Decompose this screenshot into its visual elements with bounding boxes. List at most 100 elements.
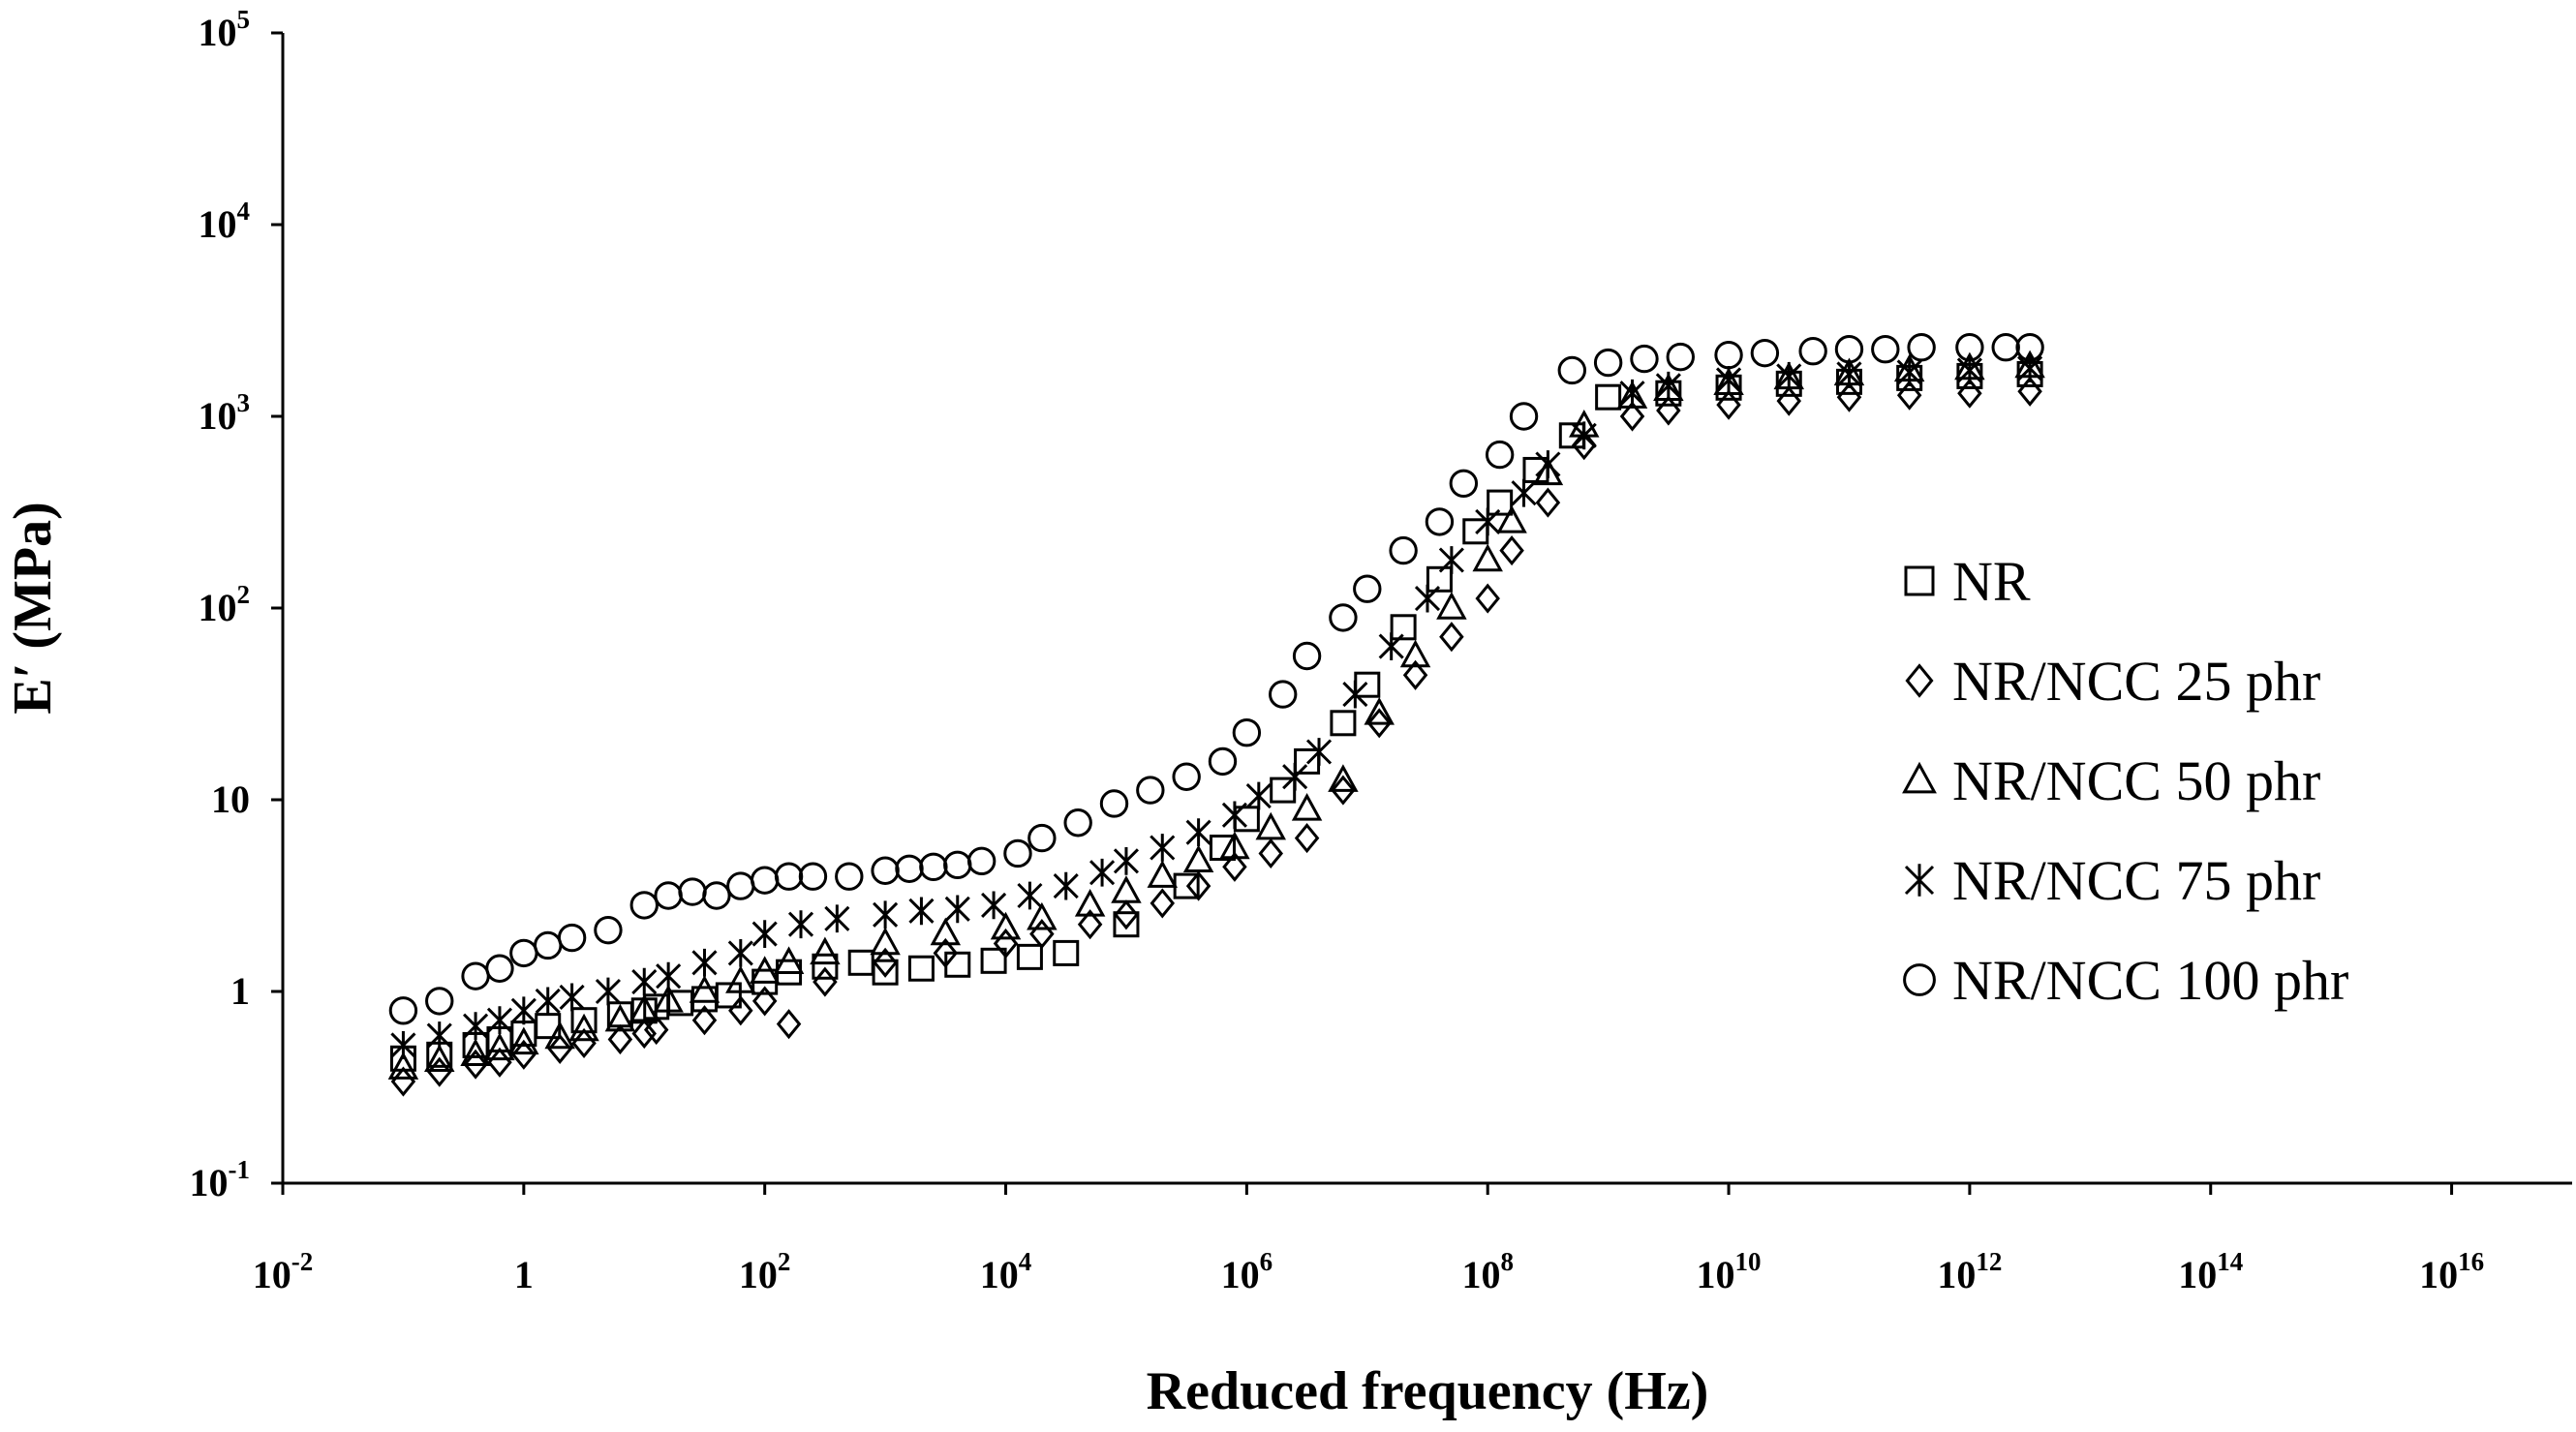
data-point xyxy=(1016,943,1043,970)
data-point xyxy=(1294,747,1321,775)
data-point xyxy=(2015,333,2044,362)
data-point xyxy=(1209,835,1236,861)
legend-item: NR/NCC 100 phr xyxy=(1903,949,2348,1012)
data-point xyxy=(1182,844,1214,873)
data-point xyxy=(1776,362,1802,390)
y-tick-label-base: 10 xyxy=(199,394,237,438)
data-point xyxy=(873,947,898,978)
data-point xyxy=(535,987,561,1016)
data-point xyxy=(1896,380,1922,411)
data-point xyxy=(727,939,753,967)
data-point xyxy=(1436,592,1467,620)
legend-label: NR xyxy=(1952,550,2031,613)
x-axis-title: Reduced frequency (Hz) xyxy=(1147,1361,1709,1421)
data-point xyxy=(1063,808,1092,838)
y-tick-label-base: 10 xyxy=(190,1161,229,1204)
series-1 xyxy=(389,360,2043,1072)
data-point xyxy=(1136,776,1165,805)
x-tick-label: 1012 xyxy=(1937,1247,2002,1296)
data-point xyxy=(1330,710,1357,737)
data-point xyxy=(1836,360,1862,388)
data-point xyxy=(798,862,828,891)
data-point xyxy=(1221,801,1247,830)
data-point xyxy=(847,949,874,976)
data-point xyxy=(388,996,418,1025)
x-tick-label-base: 10 xyxy=(253,1253,291,1296)
data-point xyxy=(427,1056,452,1087)
data-point xyxy=(1027,901,1058,930)
data-point xyxy=(1147,860,1179,888)
data-point xyxy=(751,920,778,948)
data-point xyxy=(1511,478,1537,507)
x-tick-label: 10-2 xyxy=(253,1247,314,1296)
data-point xyxy=(594,915,623,945)
data-point xyxy=(1017,881,1043,910)
legend-marker xyxy=(1904,565,1935,596)
data-point xyxy=(1716,389,1741,420)
x-tick-label: 1016 xyxy=(2419,1247,2484,1296)
data-point xyxy=(871,856,900,885)
data-point xyxy=(1907,333,1936,362)
data-point xyxy=(656,961,682,990)
data-point xyxy=(1268,680,1298,709)
y-axis-title: E′ (MPa) xyxy=(3,502,63,714)
data-point xyxy=(1331,775,1356,806)
legend-marker xyxy=(1902,761,1937,794)
data-point xyxy=(607,1023,633,1055)
x-tick-label-base: 1 xyxy=(514,1253,534,1296)
data-point xyxy=(1836,381,1862,412)
data-point xyxy=(813,966,838,997)
data-point xyxy=(1245,781,1272,810)
x-tick-label-exp: 12 xyxy=(1976,1247,2002,1276)
data-point xyxy=(1475,507,1501,536)
data-point xyxy=(1232,718,1262,747)
data-point xyxy=(1509,402,1539,431)
data-point xyxy=(1834,335,1864,364)
data-point xyxy=(1475,583,1500,614)
data-point xyxy=(557,923,587,953)
data-point xyxy=(872,959,899,986)
data-point xyxy=(534,930,563,960)
data-point xyxy=(510,996,537,1025)
data-point xyxy=(1485,440,1515,470)
x-tick-label-exp: 2 xyxy=(778,1247,791,1276)
data-point xyxy=(1630,344,1659,374)
data-point xyxy=(1896,358,1922,386)
data-point xyxy=(1991,333,2020,362)
data-point xyxy=(1294,823,1320,854)
data-point xyxy=(1353,574,1382,603)
data-point xyxy=(966,846,997,876)
data-point xyxy=(773,946,805,974)
data-point xyxy=(631,967,658,996)
data-point xyxy=(1027,823,1057,853)
data-point xyxy=(1029,919,1055,950)
data-point xyxy=(1053,871,1079,900)
data-point xyxy=(1342,680,1368,709)
data-point xyxy=(1776,385,1802,416)
legend-item: NR/NCC 25 phr xyxy=(1905,650,2320,713)
data-point xyxy=(1619,401,1645,432)
data-point xyxy=(1089,858,1116,887)
x-tick-label: 102 xyxy=(739,1247,791,1296)
y-tick-label: 10 xyxy=(211,777,250,821)
data-point xyxy=(824,904,850,933)
data-point xyxy=(1449,469,1479,498)
x-tick-label: 1010 xyxy=(1697,1247,1762,1296)
data-point xyxy=(1291,792,1323,821)
data-point xyxy=(1666,342,1695,372)
data-point xyxy=(643,1015,669,1046)
legend-label: NR/NCC 100 phr xyxy=(1952,949,2348,1012)
data-point xyxy=(1185,870,1211,901)
y-tick-label: 104 xyxy=(199,197,251,246)
data-point xyxy=(1282,762,1308,791)
data-point xyxy=(390,1066,416,1097)
x-tick-label-base: 10 xyxy=(2419,1253,2458,1296)
data-point xyxy=(944,895,970,924)
x-tick-label-base: 10 xyxy=(739,1253,778,1296)
data-point xyxy=(1099,789,1129,818)
x-tick-label-exp: 4 xyxy=(1019,1247,1032,1276)
data-point xyxy=(629,993,660,1022)
y-tick-label: 105 xyxy=(199,5,251,54)
data-point xyxy=(919,852,948,881)
